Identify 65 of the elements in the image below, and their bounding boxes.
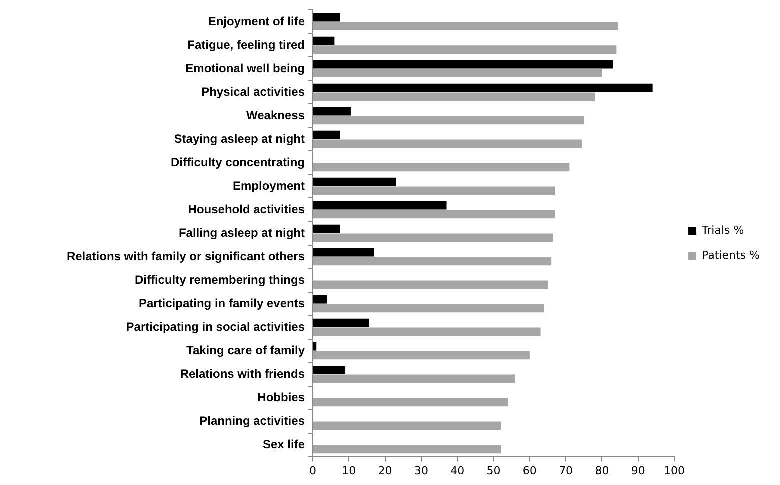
bar	[314, 328, 541, 336]
bar	[314, 248, 374, 257]
y-tick-label: Sex life	[262, 437, 306, 452]
bar	[314, 13, 340, 22]
y-tick-label: Falling asleep at night	[178, 226, 305, 240]
bar	[314, 69, 602, 78]
bar	[314, 22, 618, 31]
bar	[314, 60, 614, 69]
bar	[314, 280, 548, 290]
y-tick-label: Participating in social activities	[126, 320, 306, 334]
x-tick-label: 100	[664, 464, 686, 478]
bar	[314, 210, 556, 219]
y-tick-label: Enjoyment of life	[208, 14, 306, 28]
legend-label: Trials %	[701, 224, 744, 237]
x-tick-label: 40	[450, 464, 465, 478]
y-tick-label: Emotional well being	[186, 61, 305, 76]
bar	[314, 116, 584, 125]
x-tick-label: 80	[595, 464, 610, 478]
y-tick-label: Participating in family events	[138, 296, 306, 310]
x-tick-label: 30	[414, 464, 428, 478]
bar	[314, 257, 552, 266]
legend-label: Patients %	[702, 248, 760, 262]
bar	[314, 342, 317, 351]
bar	[314, 351, 530, 360]
bar	[314, 178, 396, 186]
y-tick-label: Relations with family or significant others	[66, 249, 306, 264]
x-tick-label: 60	[522, 464, 537, 478]
bar	[314, 234, 554, 242]
y-tick-label: Household activities	[188, 202, 306, 216]
bar	[314, 107, 351, 116]
bar	[314, 422, 501, 430]
bar	[314, 163, 570, 172]
bar	[314, 46, 617, 54]
y-tick-label: Staying asleep at night	[174, 132, 305, 146]
x-tick-label: 70	[559, 464, 574, 478]
x-tick-label: 0	[310, 464, 316, 478]
bar	[314, 186, 556, 196]
bar	[314, 201, 447, 210]
bar	[314, 140, 582, 148]
bar	[314, 84, 653, 92]
bar	[314, 398, 508, 407]
y-tick-label: Fatigue, feeling tired	[188, 38, 305, 52]
y-tick-label: Relations with friends	[180, 366, 306, 381]
x-tick-label: 90	[631, 464, 646, 478]
y-tick-label: Weakness	[246, 108, 306, 122]
bar	[314, 366, 346, 374]
bar	[314, 92, 595, 102]
bar	[314, 304, 544, 313]
x-tick-label: 10	[342, 464, 356, 478]
y-tick-label: Difficulty remembering things	[134, 272, 306, 287]
y-tick-label: Difficulty concentrating	[170, 155, 305, 170]
y-tick-label: Planning activities	[200, 414, 306, 428]
bar	[314, 36, 335, 46]
bar	[314, 445, 501, 454]
x-tick-label: 50	[486, 464, 501, 478]
bar	[314, 374, 516, 384]
y-tick-label: Taking care of family	[186, 343, 306, 358]
bar	[314, 224, 340, 234]
bar	[314, 130, 340, 140]
y-tick-label: Employment	[232, 178, 305, 193]
x-tick-label: 20	[378, 464, 392, 478]
bar	[314, 295, 328, 304]
bar	[314, 318, 370, 328]
y-tick-label: Hobbies	[258, 390, 306, 404]
y-tick-label: Physical activities	[202, 84, 306, 99]
